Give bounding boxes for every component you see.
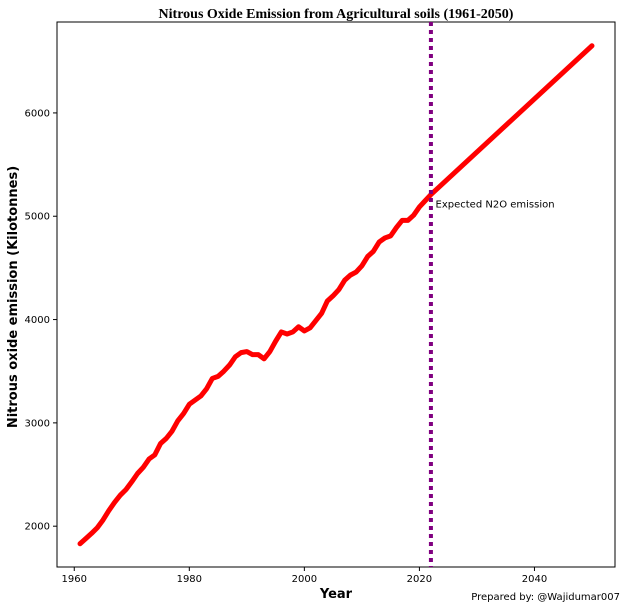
- plot-area: 1960 1980 2000 2020 2040 2000 3000 4000 5000 600…: [25, 21, 616, 585]
- x-tick-label: 2000: [292, 574, 317, 585]
- x-tick-label: 2020: [407, 574, 432, 585]
- x-axis-label: Year: [319, 587, 353, 602]
- expected-emission-annotation: Expected N2O emission: [436, 199, 555, 210]
- y-tick-label: 6000: [25, 108, 50, 119]
- y-tick-label: 3000: [25, 418, 50, 429]
- x-axis-ticks: 1960 1980 2000 2020 2040: [62, 567, 547, 585]
- chart-title: Nitrous Oxide Emission from Agricultural…: [159, 7, 514, 22]
- y-tick-label: 4000: [25, 315, 50, 326]
- credit-text: Prepared by: @Wajidumar007: [471, 592, 620, 603]
- y-tick-label: 5000: [25, 212, 50, 223]
- x-tick-label: 1980: [177, 574, 202, 585]
- x-tick-label: 2040: [522, 574, 547, 585]
- emission-line: [77, 43, 595, 547]
- y-axis-ticks: 2000 3000 4000 5000 6000: [25, 108, 57, 533]
- x-tick-label: 1960: [62, 574, 87, 585]
- y-axis-label: Nitrous oxide emission (Kilotonnes): [6, 166, 21, 428]
- y-tick-label: 2000: [25, 522, 50, 533]
